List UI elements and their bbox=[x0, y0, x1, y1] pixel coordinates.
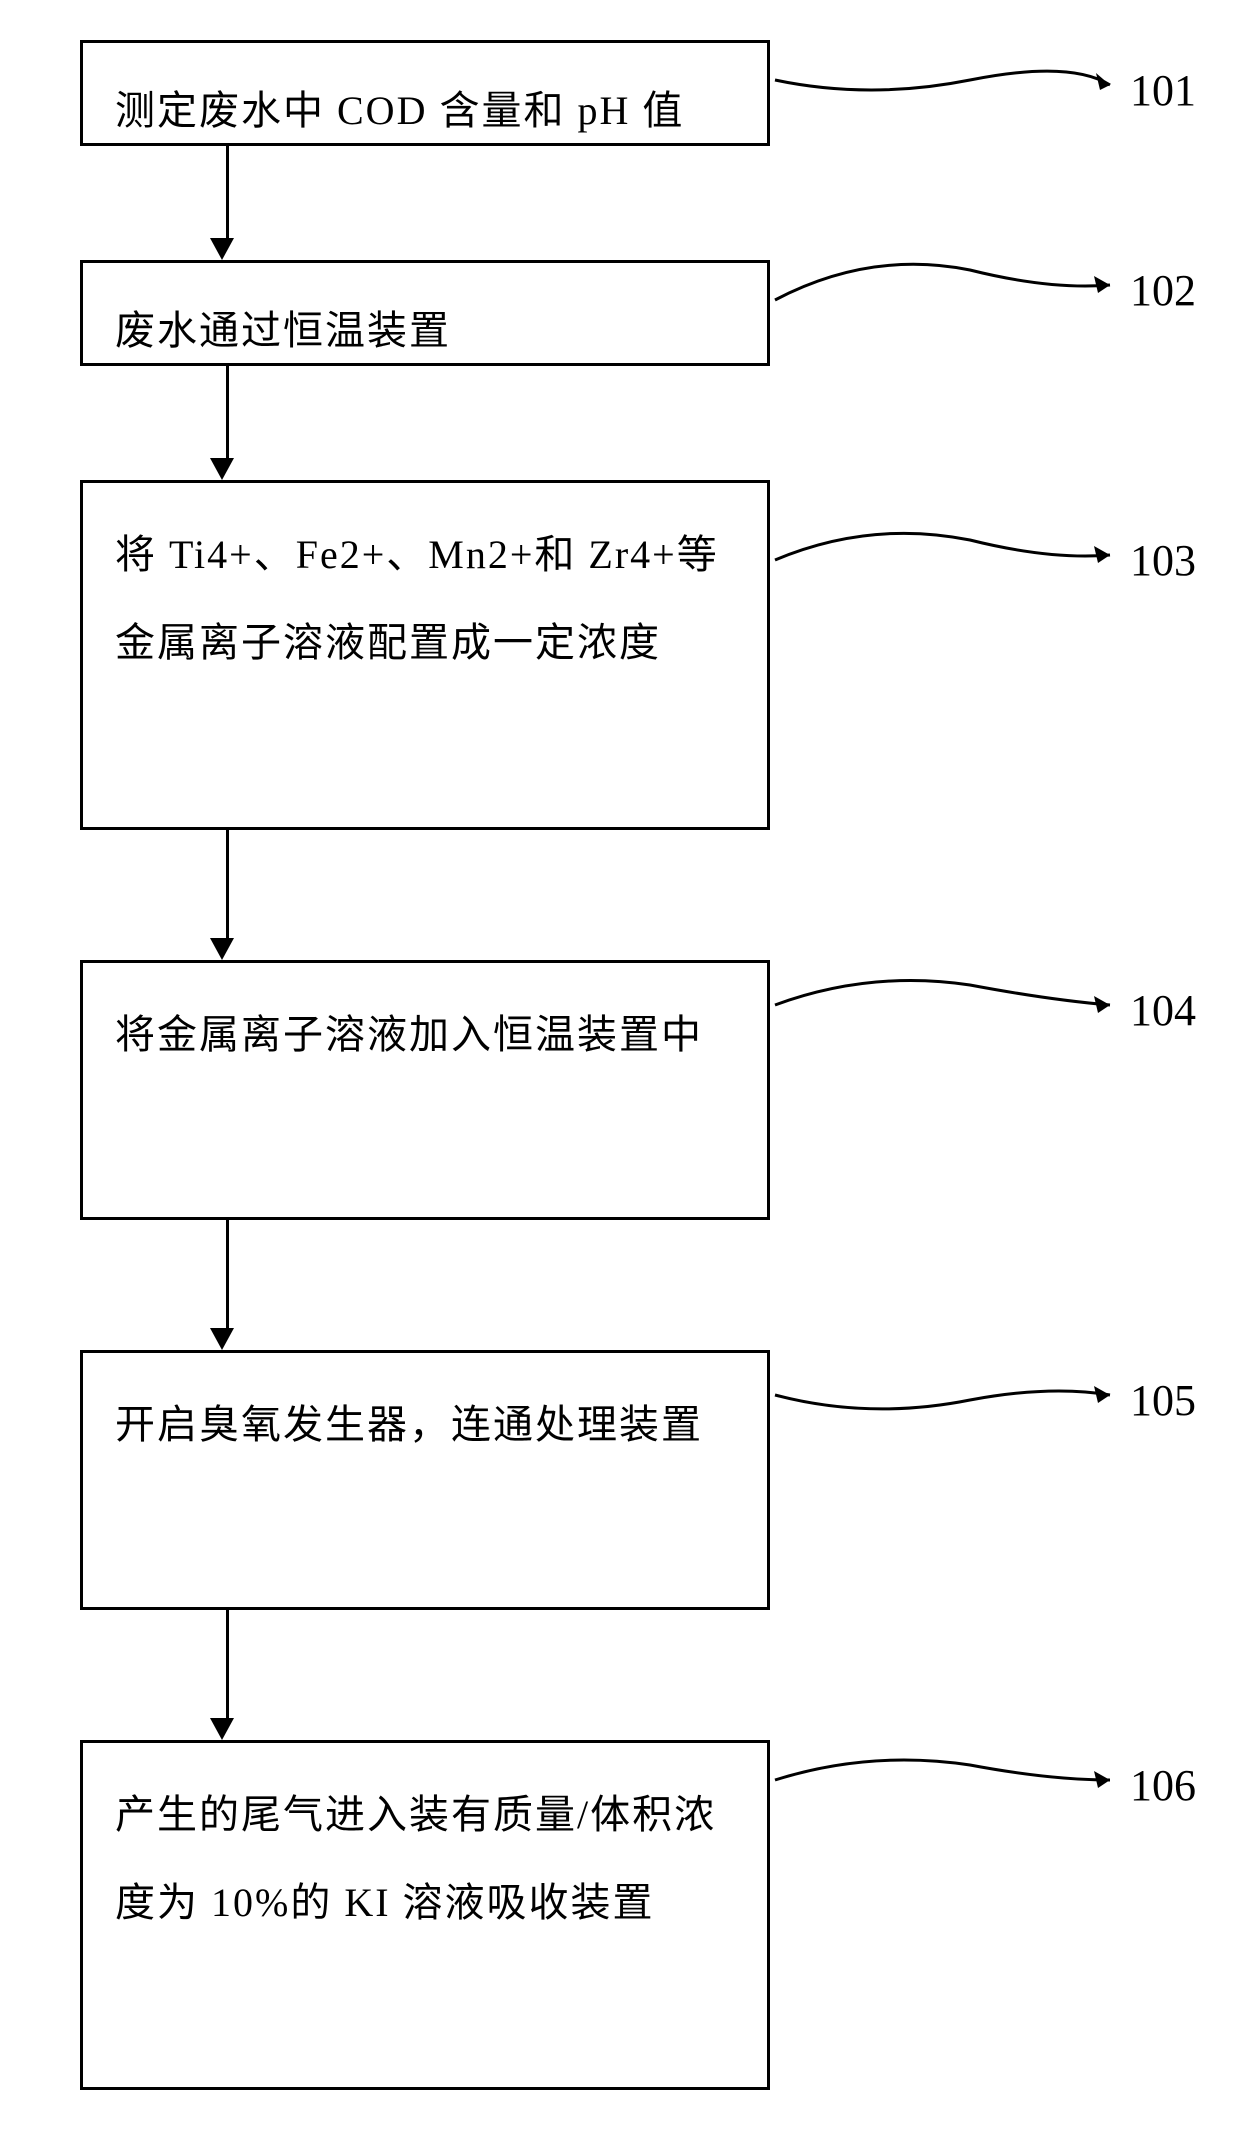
node-text: 废水通过恒温装置 bbox=[115, 308, 451, 353]
arrow-104-105 bbox=[220, 1220, 234, 1350]
node-label-102: 102 bbox=[1130, 265, 1196, 316]
label-arrow-106 bbox=[770, 1740, 1130, 1830]
arrow-103-104 bbox=[220, 830, 234, 960]
node-text: 将金属离子溶液加入恒温装置中 bbox=[115, 1012, 703, 1057]
flowchart-node-105: 开启臭氧发生器，连通处理装置 bbox=[80, 1350, 770, 1610]
arrow-101-102 bbox=[220, 146, 234, 260]
node-text: 开启臭氧发生器，连通处理装置 bbox=[115, 1402, 703, 1447]
node-label-104: 104 bbox=[1130, 985, 1196, 1036]
node-text: 测定废水中 COD 含量和 pH 值 bbox=[115, 88, 684, 133]
node-label-101: 101 bbox=[1130, 65, 1196, 116]
node-label-105: 105 bbox=[1130, 1375, 1196, 1426]
node-label-103: 103 bbox=[1130, 535, 1196, 586]
label-arrow-103 bbox=[770, 510, 1130, 600]
node-text: 产生的尾气进入装有质量/体积浓度为 10%的 KI 溶液吸收装置 bbox=[115, 1792, 716, 1925]
flowchart-node-104: 将金属离子溶液加入恒温装置中 bbox=[80, 960, 770, 1220]
flowchart-node-103: 将 Ti4+、Fe2+、Mn2+和 Zr4+等金属离子溶液配置成一定浓度 bbox=[80, 480, 770, 830]
label-arrow-104 bbox=[770, 960, 1130, 1050]
arrow-102-103 bbox=[220, 366, 234, 480]
node-label-106: 106 bbox=[1130, 1760, 1196, 1811]
arrow-105-106 bbox=[220, 1610, 234, 1740]
flowchart-node-106: 产生的尾气进入装有质量/体积浓度为 10%的 KI 溶液吸收装置 bbox=[80, 1740, 770, 2090]
node-text: 将 Ti4+、Fe2+、Mn2+和 Zr4+等金属离子溶液配置成一定浓度 bbox=[115, 532, 719, 665]
label-arrow-105 bbox=[770, 1350, 1130, 1440]
flowchart-node-102: 废水通过恒温装置 bbox=[80, 260, 770, 366]
label-arrow-102 bbox=[770, 240, 1130, 330]
label-arrow-101 bbox=[770, 30, 1130, 110]
flowchart-node-101: 测定废水中 COD 含量和 pH 值 bbox=[80, 40, 770, 146]
